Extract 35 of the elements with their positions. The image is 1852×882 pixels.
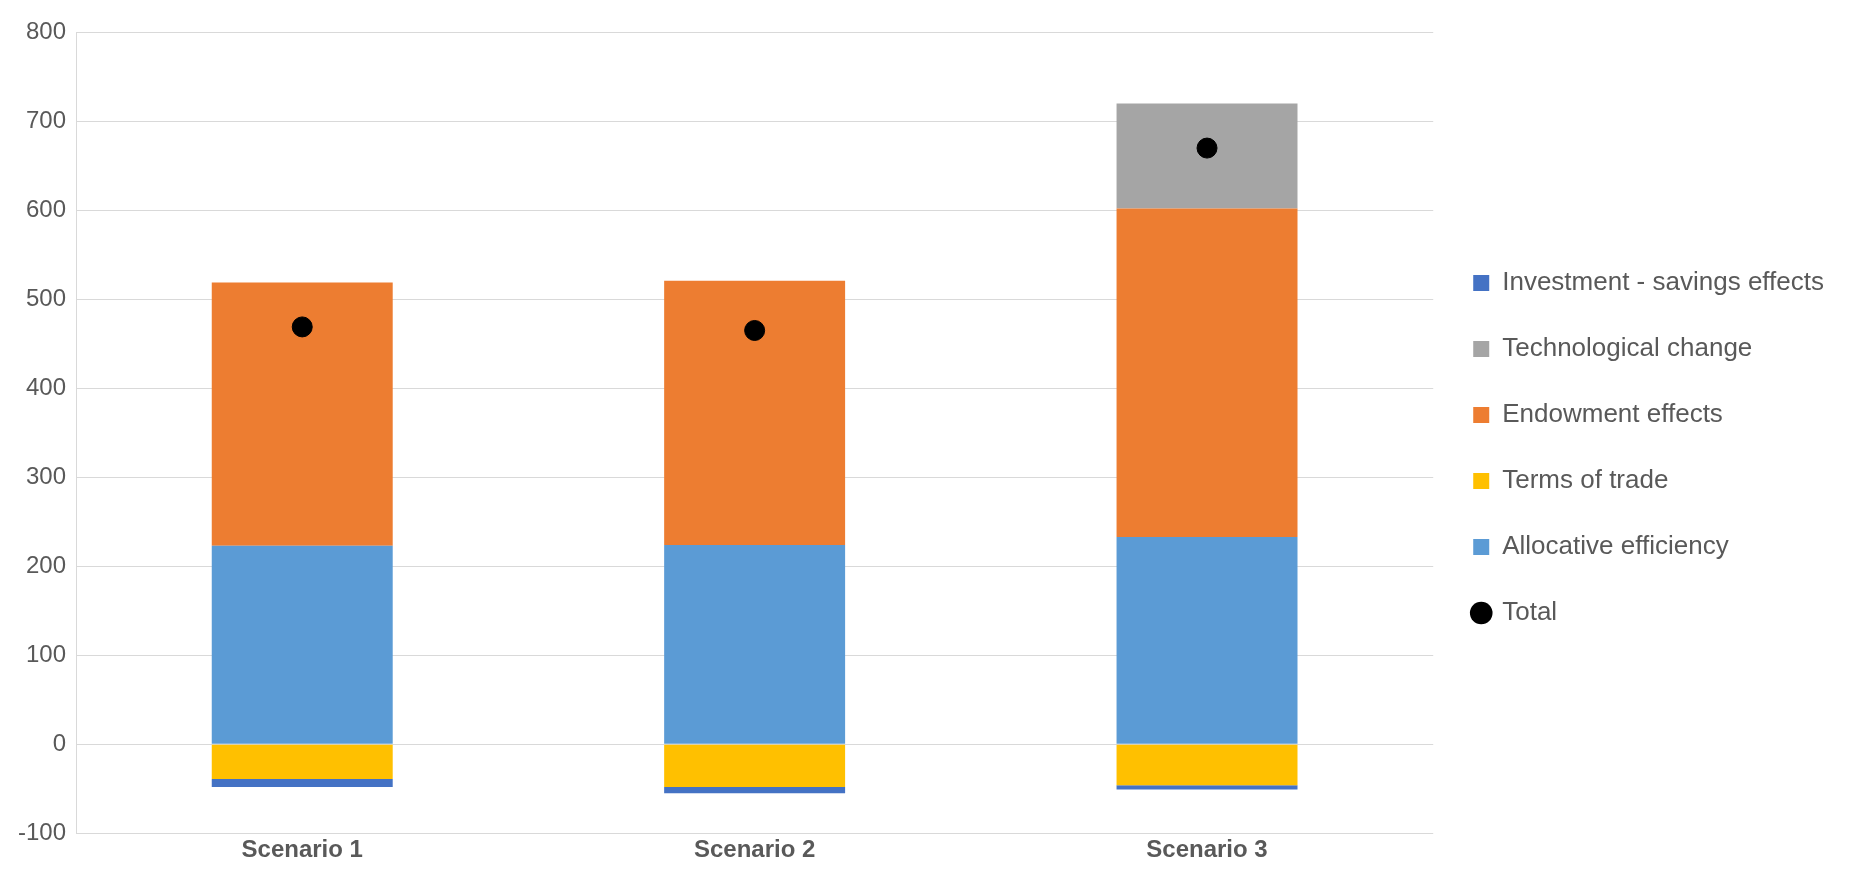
bar xyxy=(664,544,846,744)
legend-label: Investment - savings effects xyxy=(1502,266,1825,297)
y-tick-label: 200 xyxy=(25,550,67,578)
bar xyxy=(211,545,393,744)
bar xyxy=(664,744,846,787)
legend-label: Terms of trade xyxy=(1502,464,1669,495)
point xyxy=(291,316,313,338)
point xyxy=(744,319,766,341)
bar xyxy=(1116,208,1298,537)
bar xyxy=(664,786,846,794)
legend-label: Endowment effects xyxy=(1502,398,1723,429)
bar xyxy=(1116,536,1298,744)
legend-label: Technological change xyxy=(1502,332,1753,363)
x-tick-label: Scenario 1 xyxy=(241,835,363,863)
x-tick-label: Scenario 2 xyxy=(693,835,816,863)
y-tick-label: 600 xyxy=(25,194,67,222)
y-tick-label: -100 xyxy=(17,817,67,845)
bar xyxy=(1116,103,1298,209)
y-tick-label: 300 xyxy=(25,461,67,489)
y-tick-label: 100 xyxy=(25,639,67,667)
bar xyxy=(211,282,393,546)
bar xyxy=(211,778,393,787)
x-tick-label: Scenario 3 xyxy=(1146,835,1268,863)
legend-label: Allocative efficiency xyxy=(1502,530,1729,561)
legend-label: Total xyxy=(1502,596,1558,627)
y-tick-label: 400 xyxy=(25,372,67,400)
y-tick-label: 500 xyxy=(25,283,67,311)
bar xyxy=(211,744,393,779)
bar xyxy=(1116,744,1298,786)
y-tick-label: 800 xyxy=(25,17,67,45)
bar xyxy=(1116,785,1298,790)
point xyxy=(1196,137,1218,159)
bar xyxy=(664,280,846,545)
y-tick-label: 700 xyxy=(25,106,67,133)
y-tick-label: 0 xyxy=(52,728,67,756)
